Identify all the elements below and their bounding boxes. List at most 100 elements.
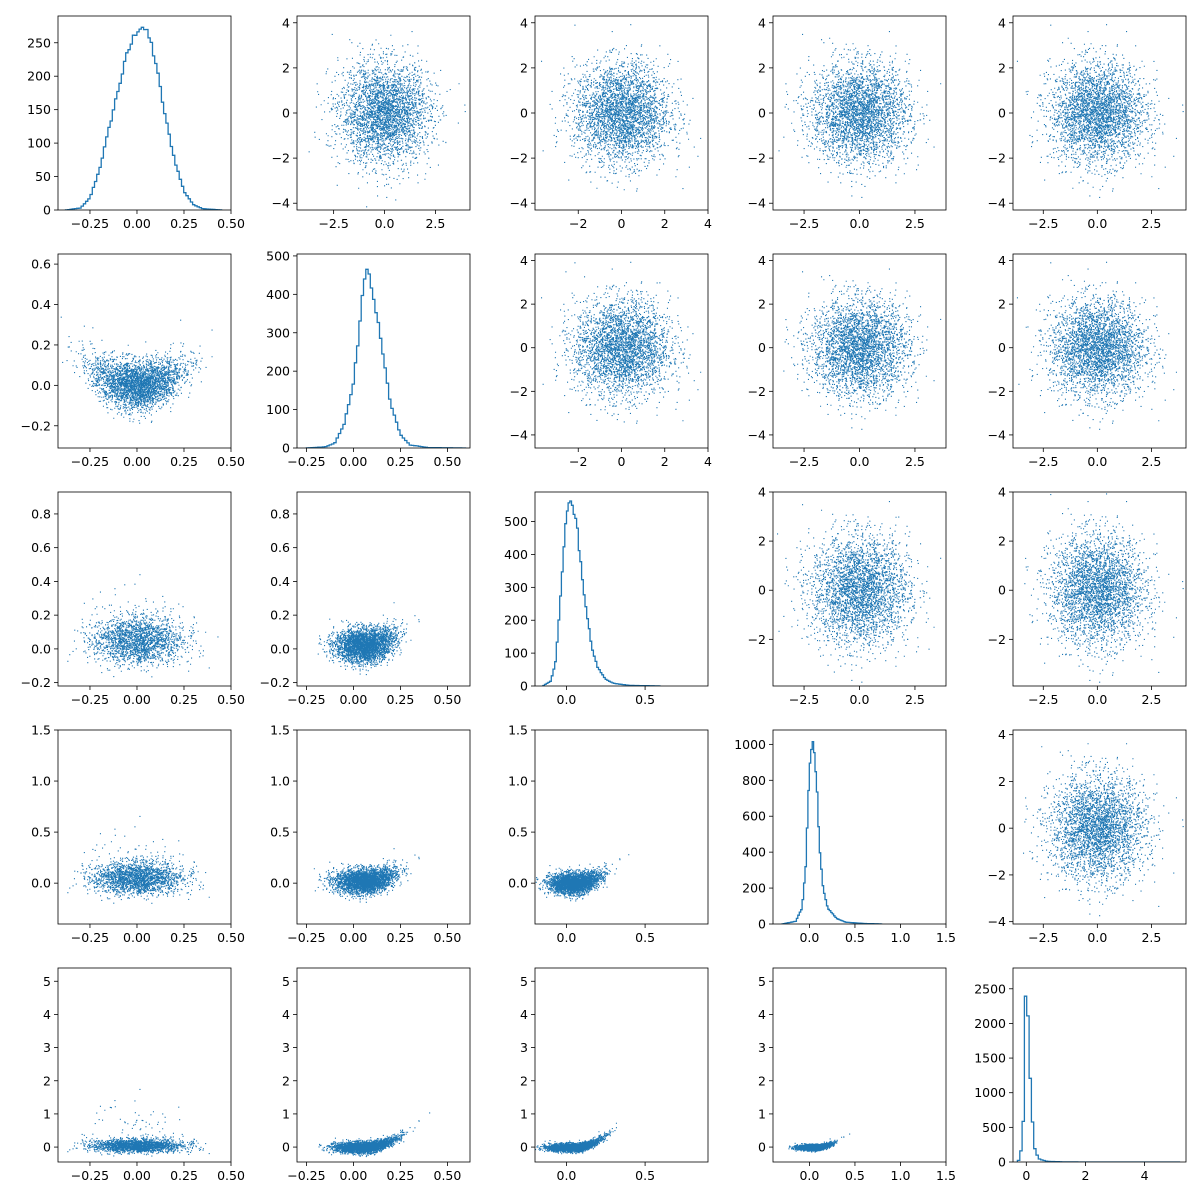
x-tick-label: 0.5 — [635, 930, 655, 945]
y-tick-label: 300 — [266, 325, 290, 340]
y-tick-label: 5 — [758, 974, 766, 989]
scatter-points — [1024, 493, 1184, 683]
y-tick-label: 4 — [758, 485, 766, 500]
y-tick-label: 2 — [282, 60, 290, 75]
x-tick-label: 0.0 — [1087, 216, 1107, 231]
x-tick-label: 4 — [704, 454, 712, 469]
x-tick-label: 0 — [618, 216, 626, 231]
x-tick-label: 0.5 — [635, 1168, 655, 1183]
y-tick-label: 1000 — [974, 1085, 1006, 1100]
scatter-points — [778, 31, 942, 198]
y-tick-label: 100 — [504, 646, 528, 661]
scatter-points — [67, 1088, 210, 1157]
y-tick-label: 800 — [742, 773, 766, 788]
histogram-step — [781, 740, 883, 924]
x-tick-label: 0 — [1022, 1168, 1030, 1183]
y-tick-label: 4 — [758, 1007, 766, 1022]
x-tick-label: 0.0 — [557, 930, 577, 945]
subplot-r1-c2: −2 0 2 4 −4 −2 0 2 4 — [510, 253, 712, 469]
scatter-points — [777, 501, 942, 683]
plot-area — [781, 740, 883, 924]
subplot-r2-c4: −2.5 0.0 2.5 −2 0 2 4 — [988, 485, 1187, 707]
histogram-step — [1016, 995, 1181, 1162]
plot-area — [541, 261, 702, 424]
axes-frame — [296, 729, 471, 925]
y-tick-label: 2 — [520, 1073, 528, 1088]
x-tick-label: −2 — [569, 216, 587, 231]
x-tick-label: 0.00 — [339, 1168, 367, 1183]
y-tick-label: 0.8 — [31, 506, 51, 521]
x-tick-label: 1.5 — [936, 930, 956, 945]
y-tick-label: 4 — [758, 253, 766, 268]
y-tick-label: 1.5 — [31, 723, 51, 738]
y-tick-label: 2 — [43, 1073, 51, 1088]
y-tick-label: 1.0 — [270, 774, 290, 789]
y-tick-label: 1500 — [974, 1051, 1006, 1066]
x-tick-label: −0.25 — [287, 454, 325, 469]
scatter-points — [308, 31, 466, 208]
subplot-r0-c1: −2.5 0.0 2.5 −4 −2 0 2 4 — [272, 15, 471, 231]
y-tick-label: 0.8 — [270, 506, 290, 521]
x-tick-label: 0.5 — [635, 692, 655, 707]
x-tick-label: −0.25 — [71, 454, 109, 469]
subplot-r4-c0: −0.25 0.00 0.25 0.50 0 1 2 3 4 5 — [43, 967, 245, 1183]
scatter-points — [783, 268, 942, 430]
y-tick-label: −2 — [748, 151, 766, 166]
y-tick-label: −4 — [510, 196, 528, 211]
plot-area — [535, 1122, 617, 1155]
x-tick-label: 0.50 — [217, 454, 245, 469]
plot-area — [788, 1133, 851, 1153]
x-tick-label: 0.25 — [387, 454, 415, 469]
x-tick-label: 0.00 — [123, 216, 151, 231]
y-tick-label: 2 — [758, 1073, 766, 1088]
axes-frame — [1012, 253, 1187, 449]
y-tick-label: 0 — [43, 203, 51, 218]
y-tick-label: 0 — [758, 917, 766, 932]
y-tick-label: 0.0 — [31, 641, 51, 656]
y-tick-label: 3 — [520, 1040, 528, 1055]
y-tick-label: 4 — [282, 1007, 290, 1022]
y-tick-label: 0.0 — [270, 876, 290, 891]
scatter-points — [67, 815, 210, 904]
y-tick-label: 0.0 — [270, 641, 290, 656]
x-tick-label: 1.0 — [891, 930, 911, 945]
y-tick-label: 1.5 — [270, 723, 290, 738]
y-tick-label: 3 — [43, 1040, 51, 1055]
scatter-points — [313, 848, 420, 903]
plot-area — [317, 602, 420, 676]
x-tick-label: 0.5 — [845, 930, 865, 945]
scatter-points — [318, 1112, 431, 1158]
y-tick-label: 0 — [998, 821, 1006, 836]
y-tick-label: 0.5 — [31, 825, 51, 840]
y-tick-label: 4 — [282, 15, 290, 30]
axes-frame — [57, 253, 232, 449]
subplot-r1-c1: −0.25 0.00 0.25 0.50 0 100 200 300 400 500 — [266, 248, 471, 469]
plot-area — [67, 574, 219, 678]
scatter-points — [1023, 743, 1184, 917]
subplot-r0-c4: −2.5 0.0 2.5 −4 −2 0 2 4 — [988, 15, 1187, 231]
y-tick-label: −0.2 — [21, 675, 51, 690]
plot-area — [318, 1112, 431, 1158]
y-tick-label: 50 — [35, 169, 51, 184]
scatter-points — [1016, 24, 1184, 198]
y-tick-label: 1 — [520, 1106, 528, 1121]
axes-frame — [296, 253, 471, 449]
axes-frame — [534, 729, 709, 925]
x-tick-label: 0.50 — [217, 1168, 245, 1183]
x-tick-label: 0.25 — [387, 930, 415, 945]
y-tick-label: 2 — [998, 534, 1006, 549]
y-tick-label: 2 — [282, 1073, 290, 1088]
scatter-points — [535, 854, 630, 902]
plot-area — [67, 1088, 210, 1157]
plot-area — [60, 316, 213, 424]
x-tick-label: 2.5 — [425, 216, 445, 231]
x-tick-label: 0.25 — [170, 930, 198, 945]
subplot-r2-c3: −2.5 0.0 2.5 −2 0 2 4 — [748, 485, 947, 707]
x-tick-label: 2.5 — [905, 692, 925, 707]
y-tick-label: 1 — [43, 1106, 51, 1121]
y-tick-label: 5 — [282, 974, 290, 989]
y-tick-label: 0.0 — [31, 876, 51, 891]
axes-frame — [57, 729, 232, 925]
y-tick-label: 0 — [998, 106, 1006, 121]
y-tick-label: 4 — [520, 1007, 528, 1022]
